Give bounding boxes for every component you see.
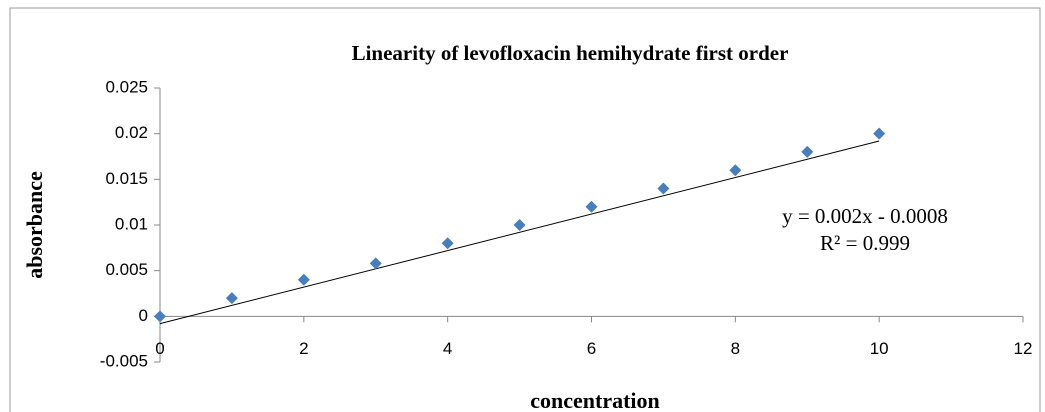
x-tick-label: 10 — [870, 339, 889, 358]
data-point — [873, 127, 886, 140]
y-tick-label: -0.005 — [100, 351, 148, 370]
x-tick-label: 8 — [731, 339, 740, 358]
y-axis-label: absorbance — [22, 171, 47, 279]
x-axis-label: concentration — [530, 388, 660, 412]
x-tick-label: 4 — [443, 339, 452, 358]
data-point — [729, 164, 742, 177]
data-point — [154, 310, 166, 323]
x-tick-label: 0 — [155, 339, 164, 358]
y-tick-label: 0.025 — [105, 77, 148, 96]
data-point — [369, 257, 382, 270]
chart-title: Linearity of levofloxacin hemihydrate fi… — [352, 41, 789, 65]
y-tick-label: 0.01 — [115, 214, 148, 233]
y-tick-label: 0.015 — [105, 169, 148, 188]
data-point — [585, 200, 598, 213]
data-point — [657, 182, 670, 195]
data-point — [441, 237, 454, 250]
y-tick-label: 0 — [139, 306, 148, 325]
trendline-r2: R² = 0.999 — [820, 231, 910, 255]
data-point — [297, 273, 310, 286]
y-tick-label: 0.02 — [115, 123, 148, 142]
data-point — [225, 292, 238, 305]
x-tick-label: 12 — [1014, 339, 1033, 358]
data-point — [801, 145, 814, 158]
chart-frame — [9, 7, 1041, 412]
trendline — [159, 140, 880, 325]
data-point — [513, 219, 526, 231]
y-tick-label: 0.005 — [105, 260, 148, 279]
x-tick-label: 6 — [587, 339, 596, 358]
x-tick-label: 2 — [299, 339, 308, 358]
trendline-equation: y = 0.002x - 0.0008 — [782, 204, 948, 228]
